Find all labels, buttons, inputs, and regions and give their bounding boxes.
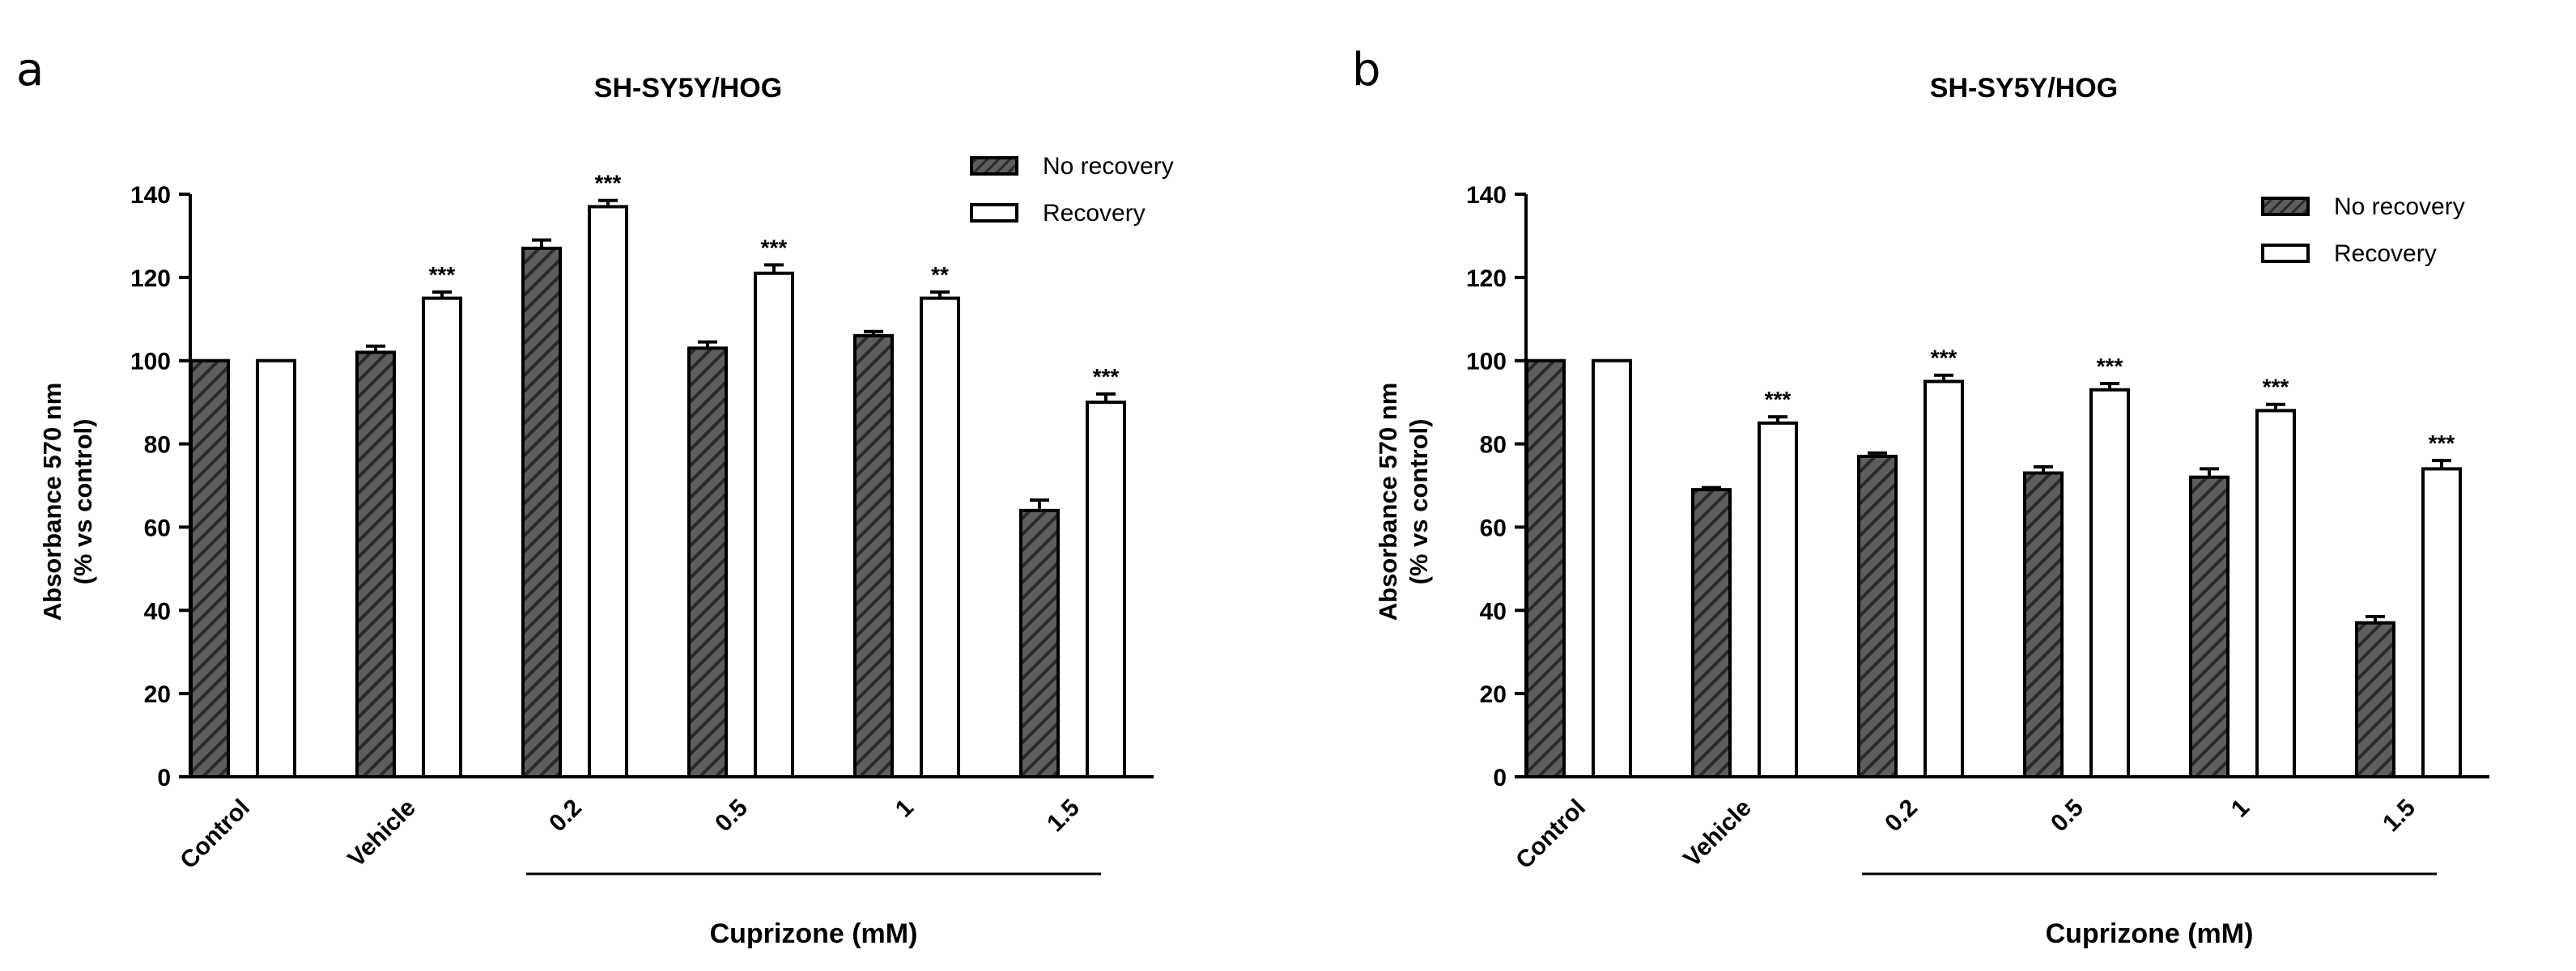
y-tick-label: 20 xyxy=(144,681,171,708)
y-axis-label-line1: Absorbance 570 nm xyxy=(1374,383,1402,621)
x-tick-label: Control xyxy=(1511,795,1591,875)
chart-title: SH-SY5Y/HOG xyxy=(594,73,782,104)
bar-no-recovery xyxy=(1525,358,1566,778)
y-tick-label: 120 xyxy=(1466,265,1507,292)
y-tick-label: 100 xyxy=(130,349,171,375)
significance-label: *** xyxy=(1093,364,1120,389)
y-tick-label: 40 xyxy=(144,598,171,625)
legend-swatch-recovery xyxy=(2261,244,2310,263)
bar-recovery xyxy=(256,358,296,778)
y-tick-label: 140 xyxy=(1466,182,1507,209)
y-tick-label: 60 xyxy=(144,515,171,541)
panel-letter: b xyxy=(1352,44,1381,96)
significance-label: *** xyxy=(761,235,788,260)
x-tick-label: 1.5 xyxy=(1042,795,1085,837)
significance-label: *** xyxy=(2097,354,2123,379)
bar-no-recovery xyxy=(1019,508,1060,778)
bar-recovery xyxy=(2255,409,2296,778)
significance-label: ** xyxy=(931,262,949,287)
x-tick-label: 1.5 xyxy=(2378,795,2421,837)
x-tick-label: 0.5 xyxy=(710,795,753,837)
bar-no-recovery xyxy=(521,246,562,779)
y-tick-label: 120 xyxy=(130,265,171,292)
bar-no-recovery xyxy=(687,346,728,778)
bar-no-recovery xyxy=(2189,475,2230,778)
y-axis-label-line1: Absorbance 570 nm xyxy=(38,383,66,621)
legend-swatch-no-recovery xyxy=(2261,197,2310,216)
y-tick-label: 60 xyxy=(1480,515,1507,541)
y-axis-label: Absorbance 570 nm (% vs control) xyxy=(1374,383,1433,621)
bar-recovery xyxy=(1086,401,1126,778)
x-tick-label: Vehicle xyxy=(342,795,420,872)
significance-label: *** xyxy=(595,171,622,196)
panel-letter: a xyxy=(16,44,44,96)
bar-no-recovery xyxy=(1857,455,1898,778)
bar-no-recovery xyxy=(2355,621,2395,779)
x-group-label: Cuprizone (mM) xyxy=(2046,918,2254,949)
bar-no-recovery xyxy=(189,358,230,778)
legend: No recovery Recovery xyxy=(2261,193,2465,267)
legend-label: No recovery xyxy=(1043,153,1174,180)
panel-a: a SH-SY5Y/HOG Absorbance 570 nm (% vs co… xyxy=(16,44,1174,949)
bar-no-recovery xyxy=(355,350,396,778)
x-tick-label: 1 xyxy=(891,795,919,823)
x-tick-label: 0.5 xyxy=(2046,795,2089,837)
significance-label: *** xyxy=(429,262,456,287)
bar-recovery xyxy=(920,296,960,779)
y-tick-label: 0 xyxy=(157,765,171,791)
plot-area: 0 20 40 60 80 100 120 140 Control *** Vehicle *** 0.… xyxy=(1466,182,2489,876)
bar-recovery xyxy=(1758,421,1798,778)
x-tick-label: Control xyxy=(175,795,255,875)
legend-swatch-no-recovery xyxy=(970,156,1018,176)
y-axis-label: Absorbance 570 nm (% vs control) xyxy=(38,383,97,621)
legend-label: Recovery xyxy=(1043,200,1146,227)
bar-recovery xyxy=(422,296,462,779)
bar-recovery xyxy=(1923,379,1964,778)
legend-label: Recovery xyxy=(2334,240,2437,267)
bar-recovery xyxy=(2089,388,2130,778)
y-tick-label: 20 xyxy=(1480,681,1507,708)
significance-label: *** xyxy=(2263,375,2289,400)
plot-area: 0 20 40 60 80 100 120 140 Control *** Vehicle *** 0.… xyxy=(130,171,1154,876)
significance-label: *** xyxy=(1931,346,1958,371)
y-tick-label: 40 xyxy=(1480,598,1507,625)
y-tick-label: 80 xyxy=(144,432,171,459)
y-tick-label: 140 xyxy=(130,182,171,209)
x-tick-label: 0.2 xyxy=(544,795,587,837)
x-tick-label: 1 xyxy=(2226,795,2255,823)
significance-label: *** xyxy=(2429,430,2455,456)
y-axis-label-line2: (% vs control) xyxy=(69,419,97,585)
y-axis-label-line2: (% vs control) xyxy=(1405,419,1433,585)
legend: No recovery Recovery xyxy=(970,153,1174,227)
legend-swatch-recovery xyxy=(970,203,1018,223)
y-tick-label: 100 xyxy=(1466,349,1507,375)
x-group-label: Cuprizone (mM) xyxy=(710,918,918,949)
bar-recovery xyxy=(2421,467,2462,779)
bar-recovery xyxy=(1592,358,1632,778)
bar-no-recovery xyxy=(2023,471,2064,778)
legend-label: No recovery xyxy=(2334,193,2465,220)
bar-no-recovery xyxy=(1691,488,1732,779)
bar-recovery xyxy=(754,271,794,778)
x-tick-label: 0.2 xyxy=(1880,795,1923,837)
bar-no-recovery xyxy=(853,333,894,779)
y-tick-label: 0 xyxy=(1493,765,1507,791)
bar-recovery xyxy=(588,205,628,778)
panel-b: b SH-SY5Y/HOG Absorbance 570 nm (% vs co… xyxy=(1352,44,2489,949)
y-tick-label: 80 xyxy=(1480,432,1507,459)
significance-label: *** xyxy=(1765,387,1792,412)
x-tick-label: Vehicle xyxy=(1678,795,1756,872)
chart-title: SH-SY5Y/HOG xyxy=(1930,73,2118,104)
